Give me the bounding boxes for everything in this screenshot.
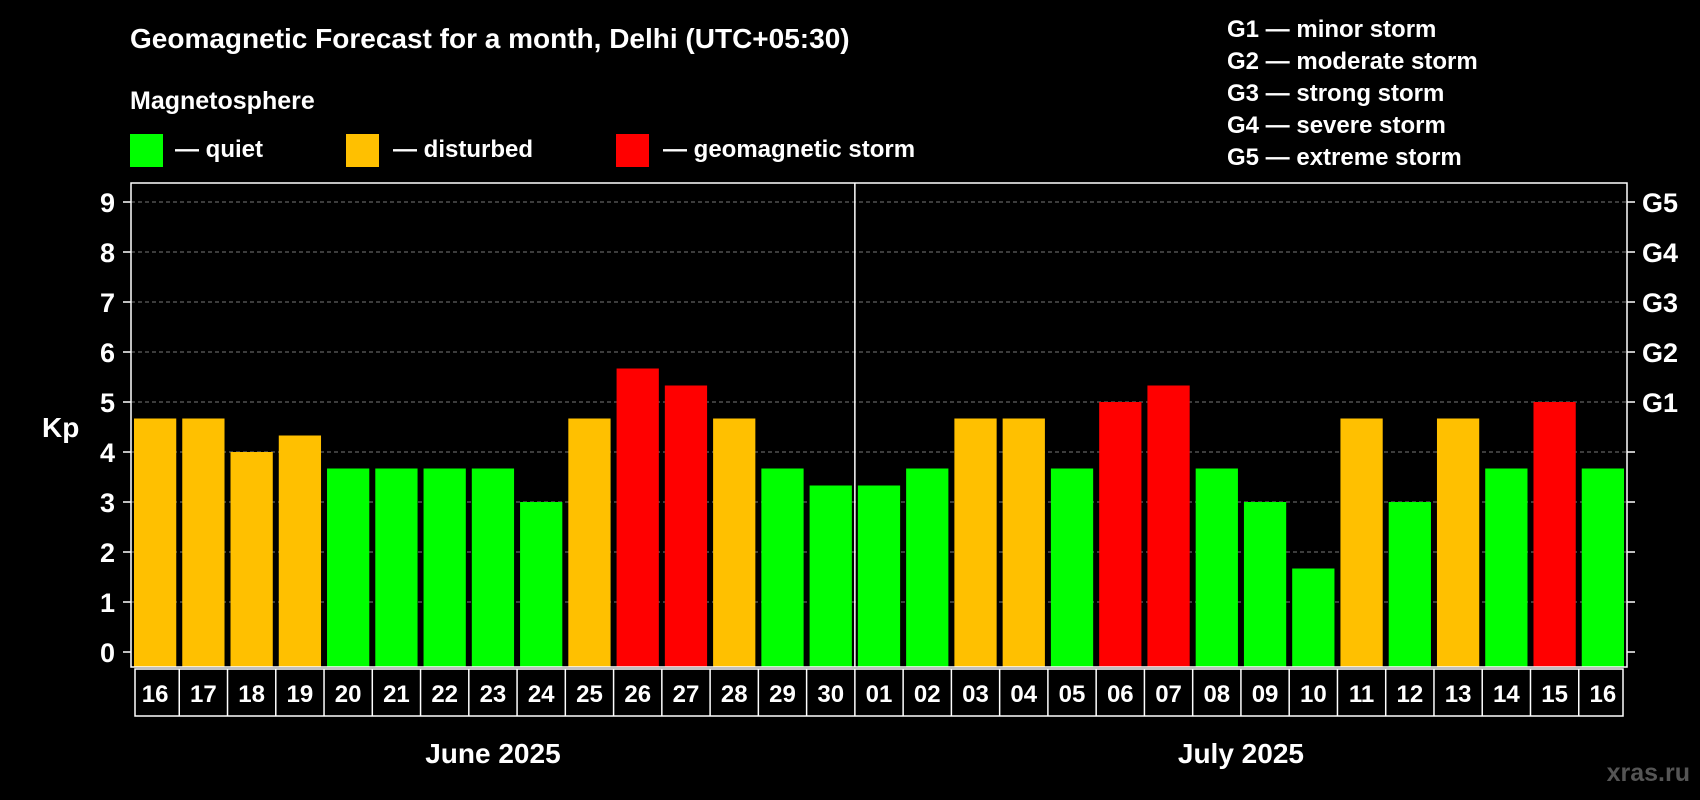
y-tick-label: 2 — [100, 538, 115, 568]
x-tick-label: 01 — [866, 681, 893, 708]
month-label-1: June 2025 — [425, 738, 560, 769]
bar-day-17 — [906, 468, 949, 667]
bar-day-2 — [182, 418, 225, 667]
x-tick-label: 25 — [576, 681, 603, 708]
y-tick-label: 3 — [100, 488, 115, 518]
bar-day-20 — [1050, 468, 1094, 667]
bar-day-27 — [1388, 502, 1431, 667]
bar-day-24 — [1243, 502, 1287, 667]
x-tick-label: 11 — [1349, 681, 1374, 708]
x-tick-label: 22 — [431, 681, 458, 708]
y-tick-label: 1 — [100, 588, 115, 618]
bar-day-16 — [857, 485, 901, 667]
legend-swatch-quiet — [130, 134, 163, 167]
x-tick-label: 18 — [238, 681, 265, 708]
x-tick-label: 21 — [383, 681, 410, 708]
storm-scale-g4: G4 — severe storm — [1227, 112, 1446, 139]
bar-day-3 — [230, 452, 273, 667]
bar-day-29 — [1485, 468, 1528, 667]
bar-day-8 — [471, 468, 515, 667]
right-axis-label-g4: G4 — [1642, 238, 1678, 268]
bar-day-18 — [954, 418, 997, 667]
x-tick-label: 30 — [817, 681, 844, 708]
right-axis-label-g3: G3 — [1642, 288, 1678, 318]
x-tick-label: 12 — [1396, 681, 1423, 708]
bar-day-28 — [1436, 418, 1480, 667]
x-tick-label: 07 — [1155, 681, 1182, 708]
day-label-frame — [134, 668, 1624, 717]
bar-day-19 — [1002, 418, 1045, 667]
bar-day-4 — [278, 435, 322, 667]
x-tick-label: 23 — [480, 681, 507, 708]
legend-heading: Magnetosphere — [130, 87, 315, 115]
bar-day-25 — [1292, 568, 1335, 667]
month-label-2: July 2025 — [1178, 738, 1304, 769]
y-tick-label: 6 — [100, 338, 115, 368]
bar-day-15 — [809, 485, 852, 667]
x-tick-label: 14 — [1493, 681, 1520, 708]
x-tick-label: 06 — [1107, 681, 1134, 708]
legend-swatch-disturbed — [346, 134, 379, 167]
x-tick-label: 29 — [769, 681, 796, 708]
bar-day-6 — [375, 468, 418, 667]
bar-day-5 — [327, 468, 370, 667]
legend-swatch-storm — [616, 134, 649, 167]
y-tick-label: 8 — [100, 238, 115, 268]
bar-day-23 — [1195, 468, 1238, 667]
storm-scale-g5: G5 — extreme storm — [1227, 144, 1462, 171]
chart-title: Geomagnetic Forecast for a month, Delhi … — [130, 23, 850, 54]
x-tick-label: 27 — [673, 681, 700, 708]
x-tick-label: 02 — [914, 681, 941, 708]
bar-day-1 — [134, 418, 177, 667]
x-tick-label: 09 — [1252, 681, 1279, 708]
x-tick-label: 28 — [721, 681, 748, 708]
bar-day-14 — [761, 468, 804, 667]
x-tick-label: 05 — [1059, 681, 1086, 708]
x-tick-label: 15 — [1541, 681, 1568, 708]
x-tick-label: 19 — [287, 681, 314, 708]
y-axis-label: Kp — [42, 412, 79, 443]
storm-scale-g1: G1 — minor storm — [1227, 16, 1436, 43]
bar-day-22 — [1147, 385, 1190, 667]
y-tick-label: 7 — [100, 288, 115, 318]
plot-frame — [130, 182, 1628, 668]
storm-scale-g2: G2 — moderate storm — [1227, 48, 1478, 75]
bar-day-12 — [664, 385, 708, 667]
bar-day-9 — [520, 502, 563, 667]
watermark: xras.ru — [1607, 759, 1690, 787]
y-tick-label: 9 — [100, 188, 115, 218]
bar-day-26 — [1340, 418, 1383, 667]
bar-day-10 — [568, 418, 611, 667]
legend-label-storm: — geomagnetic storm — [663, 136, 915, 163]
y-tick-label: 5 — [100, 388, 115, 418]
storm-scale-g3: G3 — strong storm — [1227, 80, 1444, 107]
right-axis-label-g2: G2 — [1642, 338, 1678, 368]
x-tick-label: 13 — [1445, 681, 1472, 708]
legend-label-quiet: — quiet — [175, 136, 263, 163]
x-tick-label: 04 — [1010, 681, 1037, 708]
x-tick-label: 17 — [190, 681, 217, 708]
x-tick-label: 16 — [1590, 681, 1617, 708]
x-tick-label: 10 — [1300, 681, 1327, 708]
right-axis-label-g1: G1 — [1642, 388, 1678, 418]
right-axis-label-g5: G5 — [1642, 188, 1678, 218]
x-tick-label: 24 — [528, 681, 555, 708]
x-tick-label: 16 — [142, 681, 169, 708]
bar-day-13 — [713, 418, 756, 667]
y-tick-label: 4 — [100, 438, 115, 468]
x-tick-label: 08 — [1203, 681, 1230, 708]
bar-day-30 — [1533, 402, 1576, 667]
x-tick-label: 26 — [624, 681, 651, 708]
legend-label-disturbed: — disturbed — [393, 136, 533, 163]
x-tick-label: 20 — [335, 681, 362, 708]
y-tick-label: 0 — [100, 638, 115, 668]
bar-day-7 — [423, 468, 466, 667]
x-tick-label: 03 — [962, 681, 989, 708]
bar-day-11 — [616, 368, 659, 667]
bar-day-21 — [1099, 402, 1142, 667]
bar-day-31 — [1581, 468, 1624, 667]
